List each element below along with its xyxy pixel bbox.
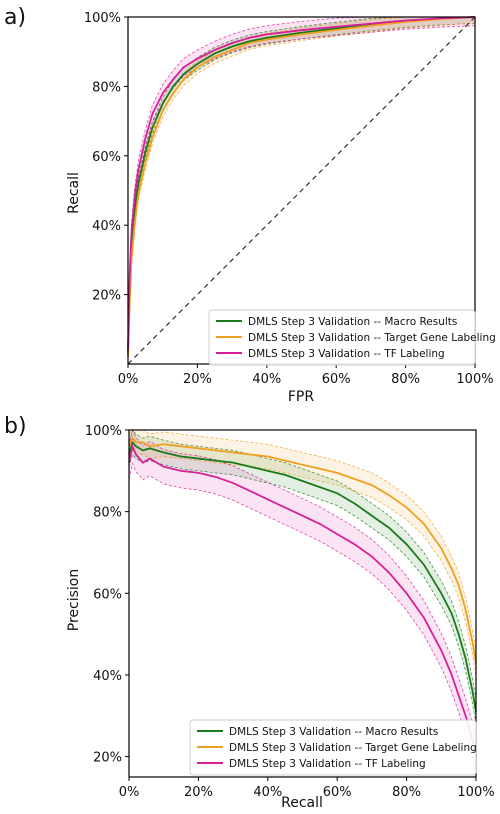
panel-b-xlabel: Recall [281,795,323,811]
series-line-tf [128,443,477,757]
legend-a-label-tf: DMLS Step 3 Validation -- TF Labeling [248,348,445,360]
series-line-target [128,436,477,663]
y-tick-label: 40% [93,669,122,684]
y-tick-label: 80% [93,506,122,521]
panel-a-xlabel: FPR [288,389,314,405]
x-tick-label: 80% [392,785,421,800]
panel-b-x-ticks: 0% 20% 40% 60% 80% 100% [119,777,495,800]
band-target [129,430,476,675]
y-tick-label: 60% [92,150,121,165]
panel-a-y-ticks: 20% 40% 60% 80% 100% [84,11,128,304]
band-upper-target [127,16,475,351]
panel-a-diagonal [127,16,476,365]
legend-b-label-macro: DMLS Step 3 Validation -- Macro Results [229,726,438,738]
x-tick-label: 0% [119,785,140,800]
band-macro [129,430,476,724]
legend-b-label-target: DMLS Step 3 Validation -- Target Gene La… [229,742,477,754]
band-lower-target [128,449,477,676]
x-tick-label: 20% [184,785,213,800]
x-tick-label: 60% [322,372,351,387]
x-tick-label: 60% [323,785,352,800]
y-tick-label: 20% [93,751,122,766]
panel-a-legend-box [208,309,476,366]
panel-a-label: a) [4,5,26,30]
panel-b-pr: b) 0% 20% 40% 60% 80% 100% 20% 40% 60% 80% 100% R… [4,414,495,811]
x-tick-label: 40% [253,785,282,800]
x-tick-label: 40% [252,372,281,387]
x-tick-label: 0% [118,372,139,387]
x-tick-label: 100% [457,785,494,800]
panel-a-roc: a) 0% 20% 40% 60% 80% 100% 20% 40% 60% 80% 100% F… [4,5,496,405]
band-lower-macro [128,453,477,724]
band-lower-tf [128,462,477,774]
panel-b-frame [128,429,477,778]
legend-b-label-tf: DMLS Step 3 Validation -- TF Labeling [229,758,426,770]
panel-b-y-ticks: 20% 40% 60% 80% 100% [85,424,129,766]
series-line-target [127,16,476,358]
panel-a-x-ticks: 0% 20% 40% 60% 80% 100% [118,364,494,387]
panel-b-series [128,436,477,757]
band-upper-target [128,429,477,651]
y-tick-label: 40% [92,219,121,234]
x-tick-label: 80% [391,372,420,387]
panel-b-label: b) [4,414,27,439]
x-tick-label: 20% [183,372,212,387]
legend-a-label-macro: DMLS Step 3 Validation -- Macro Results [248,316,457,328]
y-tick-label: 80% [92,80,121,95]
band-upper-tf [127,16,475,342]
y-tick-label: 60% [93,587,122,602]
band-upper-tf [128,428,477,740]
panel-a-legend: DMLS Step 3 Validation -- Macro Results … [208,309,496,366]
panel-a-ylabel: Recall [66,172,82,214]
band-upper-macro [127,16,475,348]
series-line-macro [128,440,477,712]
panel-b-legend: DMLS Step 3 Validation -- Macro Results … [189,719,477,776]
panel-b-ylabel: Precision [66,569,82,631]
panel-b-bands [128,428,477,774]
legend-a-label-target: DMLS Step 3 Validation -- Target Gene La… [248,332,496,344]
panel-b-legend-box [189,719,477,776]
panel-a-series [127,16,476,358]
series-line-tf [127,16,476,351]
x-tick-label: 100% [456,372,493,387]
series-line-macro [127,16,476,354]
y-tick-label: 100% [84,11,121,26]
y-tick-label: 100% [85,424,122,439]
y-tick-label: 20% [92,289,121,304]
